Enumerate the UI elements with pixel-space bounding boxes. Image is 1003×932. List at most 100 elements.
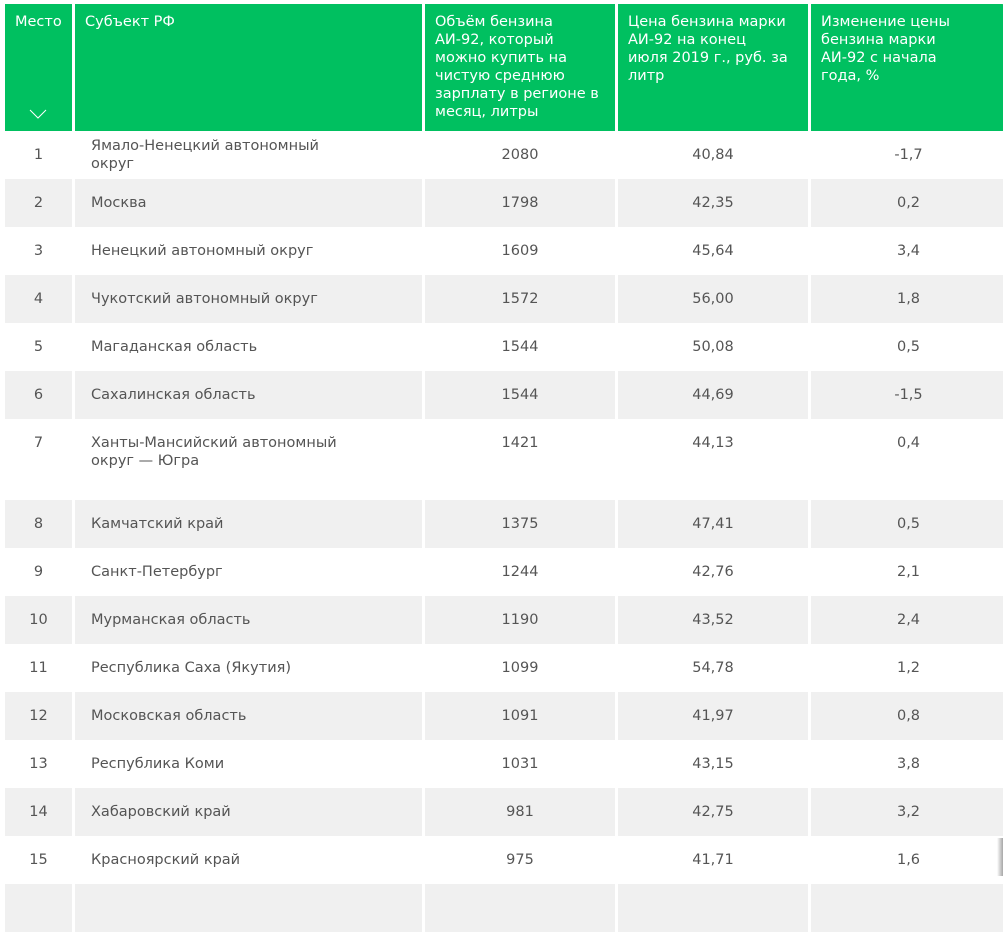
- price-cell: 56,00: [618, 275, 808, 323]
- price-cell: 50,08: [692, 339, 734, 355]
- price-cell: 41,97: [618, 692, 808, 740]
- table-row: 15 Красноярский край 975 41,71 1,6: [5, 836, 1003, 884]
- region-cell: Санкт-Петербург: [91, 564, 223, 580]
- change-cell: 1,8: [811, 275, 1003, 323]
- table-row: 10 Мурманская область 1190 43,52 2,4: [5, 596, 1003, 644]
- volume-cell: 1091: [425, 692, 615, 740]
- change-cell: 0,2: [811, 179, 1003, 227]
- rank-cell: 10: [5, 596, 72, 644]
- change-cell: 0,4: [896, 435, 921, 451]
- price-cell: 42,75: [618, 788, 808, 836]
- table-header-row: Место Субъект РФ Объём бензина АИ-92, ко…: [5, 4, 1003, 131]
- volume-cell: 1031: [501, 756, 539, 772]
- change-cell: 2,1: [896, 564, 921, 580]
- column-header-label: Изменение цены бензина марки АИ-92 с нач…: [821, 14, 950, 84]
- region-cell: Сахалинская область: [75, 371, 422, 419]
- volume-cell: 981: [425, 788, 615, 836]
- change-cell: 3,4: [896, 243, 921, 259]
- change-cell: 0,5: [896, 339, 921, 355]
- rank-cell: 8: [5, 500, 72, 548]
- region-cell: Ямало-Ненецкий автономный округ: [91, 138, 319, 172]
- volume-cell: 1544: [425, 371, 615, 419]
- price-cell: 44,13: [692, 435, 734, 451]
- fuel-ranking-table: Место Субъект РФ Объём бензина АИ-92, ко…: [2, 4, 1003, 932]
- column-header-label: Объём бензина АИ-92, который можно купит…: [435, 14, 599, 120]
- rank-cell: 11: [29, 660, 48, 676]
- region-cell: Хабаровский край: [75, 788, 422, 836]
- empty-cell: [811, 884, 1003, 932]
- table-row: 2 Москва 1798 42,35 0,2: [5, 179, 1003, 227]
- region-cell: Ханты-Мансийский автономный округ — Югра: [91, 435, 337, 469]
- change-cell: -1,7: [894, 147, 923, 163]
- price-cell: 54,78: [692, 660, 734, 676]
- rank-cell: 15: [29, 852, 48, 868]
- volume-cell: 1544: [501, 339, 539, 355]
- table-row: 12 Московская область 1091 41,97 0,8: [5, 692, 1003, 740]
- column-header-change[interactable]: Изменение цены бензина марки АИ-92 с нач…: [811, 4, 1003, 131]
- region-cell: Ненецкий автономный округ: [91, 243, 314, 259]
- table-row: 8 Камчатский край 1375 47,41 0,5: [5, 500, 1003, 548]
- volume-cell: 975: [506, 852, 534, 868]
- rank-cell: 5: [33, 339, 44, 355]
- rank-cell: 6: [5, 371, 72, 419]
- rank-cell: 3: [33, 243, 44, 259]
- rank-cell: 12: [5, 692, 72, 740]
- table-row: [5, 884, 1003, 932]
- price-cell: 42,35: [618, 179, 808, 227]
- region-cell: Камчатский край: [75, 500, 422, 548]
- table-row: 14 Хабаровский край 981 42,75 3,2: [5, 788, 1003, 836]
- empty-cell: [75, 884, 422, 932]
- table-row: 4 Чукотский автономный округ 1572 56,00 1,8: [5, 275, 1003, 323]
- region-cell: Магаданская область: [91, 339, 258, 355]
- table-row: 9 Санкт-Петербург 1244 42,76 2,1: [5, 548, 1003, 596]
- rank-cell: 1: [33, 147, 44, 163]
- region-cell: Московская область: [75, 692, 422, 740]
- table-row: 3 Ненецкий автономный округ 1609 45,64 3,4: [5, 227, 1003, 275]
- table-row: 13 Республика Коми 1031 43,15 3,8: [5, 740, 1003, 788]
- chevron-down-icon[interactable]: [29, 109, 47, 119]
- region-cell: Мурманская область: [75, 596, 422, 644]
- region-cell: Республика Саха (Якутия): [91, 660, 291, 676]
- table-row: 11 Республика Саха (Якутия) 1099 54,78 1,2: [5, 644, 1003, 692]
- column-header-label: Место: [15, 14, 62, 30]
- region-cell: Республика Коми: [91, 756, 225, 772]
- column-header-region[interactable]: Субъект РФ: [75, 4, 422, 131]
- volume-cell: 1572: [425, 275, 615, 323]
- change-cell: 1,6: [896, 852, 921, 868]
- price-cell: 45,64: [692, 243, 734, 259]
- change-cell: 2,4: [811, 596, 1003, 644]
- price-cell: 41,71: [692, 852, 734, 868]
- column-header-rank[interactable]: Место: [5, 4, 72, 131]
- change-cell: -1,5: [811, 371, 1003, 419]
- price-cell: 44,69: [618, 371, 808, 419]
- column-header-volume[interactable]: Объём бензина АИ-92, который можно купит…: [425, 4, 615, 131]
- change-cell: 0,8: [811, 692, 1003, 740]
- empty-cell: [618, 884, 808, 932]
- scroll-shadow: [997, 838, 1003, 876]
- price-cell: 42,76: [692, 564, 734, 580]
- volume-cell: 1375: [425, 500, 615, 548]
- volume-cell: 1190: [425, 596, 615, 644]
- volume-cell: 1421: [501, 435, 539, 451]
- change-cell: 0,5: [811, 500, 1003, 548]
- volume-cell: 1798: [425, 179, 615, 227]
- rank-cell: 9: [33, 564, 44, 580]
- column-header-price[interactable]: Цена бензина марки АИ-92 на конец июля 2…: [618, 4, 808, 131]
- table-row: 6 Сахалинская область 1544 44,69 -1,5: [5, 371, 1003, 419]
- table-row: 5 Магаданская область 1544 50,08 0,5: [5, 323, 1003, 371]
- volume-cell: 1099: [501, 660, 539, 676]
- volume-cell: 1609: [501, 243, 539, 259]
- region-cell: Чукотский автономный округ: [75, 275, 422, 323]
- change-cell: 3,2: [811, 788, 1003, 836]
- table-row: 7 Ханты-Мансийский автономный округ — Югр…: [5, 419, 1003, 500]
- change-cell: 1,2: [896, 660, 921, 676]
- empty-cell: [5, 884, 72, 932]
- price-cell: 47,41: [618, 500, 808, 548]
- column-header-label: Цена бензина марки АИ-92 на конец июля 2…: [628, 14, 788, 84]
- price-cell: 40,84: [692, 147, 734, 163]
- rank-cell: 4: [5, 275, 72, 323]
- table-row: 1 Ямало-Ненецкий автономный округ 2080 40,8…: [5, 131, 1003, 179]
- empty-cell: [425, 884, 615, 932]
- rank-cell: 14: [5, 788, 72, 836]
- region-cell: Красноярский край: [91, 852, 241, 868]
